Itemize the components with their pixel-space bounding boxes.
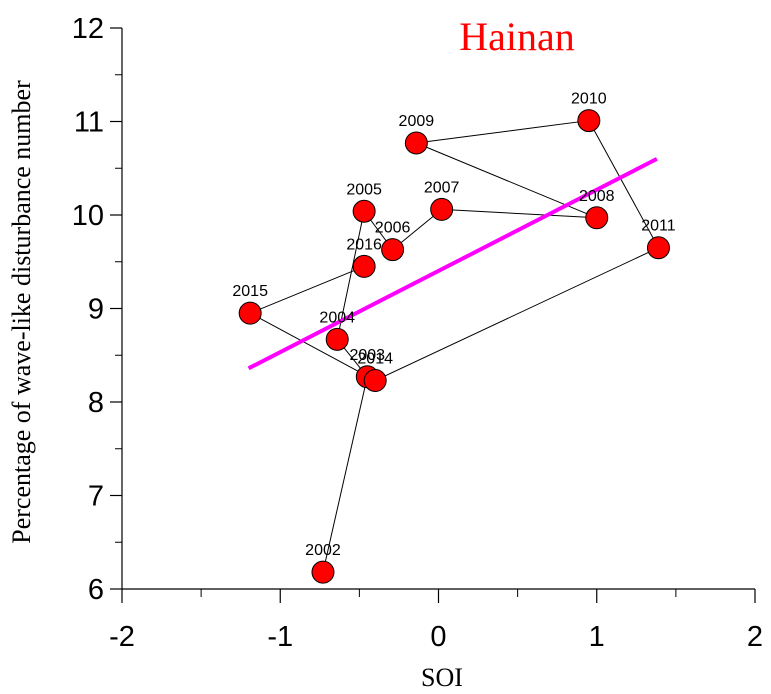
point-2005 — [352, 199, 376, 223]
y-tick-label: 9 — [88, 294, 104, 326]
point-label-2016: 2016 — [346, 236, 382, 253]
point-label-2006: 2006 — [375, 220, 411, 237]
point-label-2011: 2011 — [641, 218, 676, 235]
connector-line — [374, 247, 659, 381]
connector-line — [588, 120, 659, 248]
point-2002 — [311, 560, 335, 584]
point-2007 — [430, 197, 454, 221]
point-2009 — [404, 131, 428, 155]
trendline — [247, 157, 658, 371]
chart-title: Hainan — [459, 14, 575, 59]
point-label-2002: 2002 — [305, 542, 341, 559]
x-tick-label: -2 — [109, 621, 135, 653]
point-label-2015: 2015 — [232, 283, 268, 300]
point-2011 — [646, 236, 670, 260]
point-label-2009: 2009 — [399, 113, 435, 130]
connector-line — [416, 120, 589, 144]
point-labels-group: 2002 2003 2004 2005 2006 2007 2008 2009 2010 2011… — [232, 91, 675, 560]
y-tick-label: 10 — [72, 200, 104, 232]
connector-line — [336, 211, 365, 340]
point-label-2008: 2008 — [579, 188, 615, 205]
point-label-2005: 2005 — [346, 181, 382, 198]
x-axis-title: SOI — [421, 663, 463, 692]
x-tick-label: 2 — [747, 621, 763, 653]
points-group — [238, 109, 670, 584]
point-2008 — [585, 206, 609, 230]
point-label-2010: 2010 — [571, 91, 607, 108]
y-tick-label: 7 — [88, 481, 104, 513]
x-tick-label: 0 — [430, 621, 446, 653]
point-2006 — [381, 238, 405, 262]
connector-line — [322, 376, 368, 573]
y-tick-label: 8 — [88, 387, 104, 419]
x-tick-label: 1 — [589, 621, 605, 653]
point-2004 — [325, 327, 349, 351]
connector-line — [249, 312, 376, 381]
point-2014 — [363, 368, 387, 392]
y-axis-title: Percentage of wave-like disturbance numb… — [7, 80, 36, 544]
y-tick-label: 12 — [72, 13, 104, 45]
connector-line — [441, 208, 597, 219]
point-label-2014: 2014 — [357, 350, 393, 367]
point-label-2007: 2007 — [424, 179, 460, 196]
trendline-group — [247, 157, 658, 371]
point-label-2003: 2003 — [349, 347, 385, 364]
point-2015 — [238, 301, 262, 325]
point-2010 — [577, 109, 601, 133]
y-tick-label: 6 — [88, 574, 104, 606]
point-label-2004: 2004 — [319, 309, 355, 326]
x-tick-label: -1 — [267, 621, 293, 653]
point-2016 — [352, 254, 376, 278]
connector-line — [249, 265, 365, 314]
y-tick-label: 11 — [74, 107, 104, 139]
